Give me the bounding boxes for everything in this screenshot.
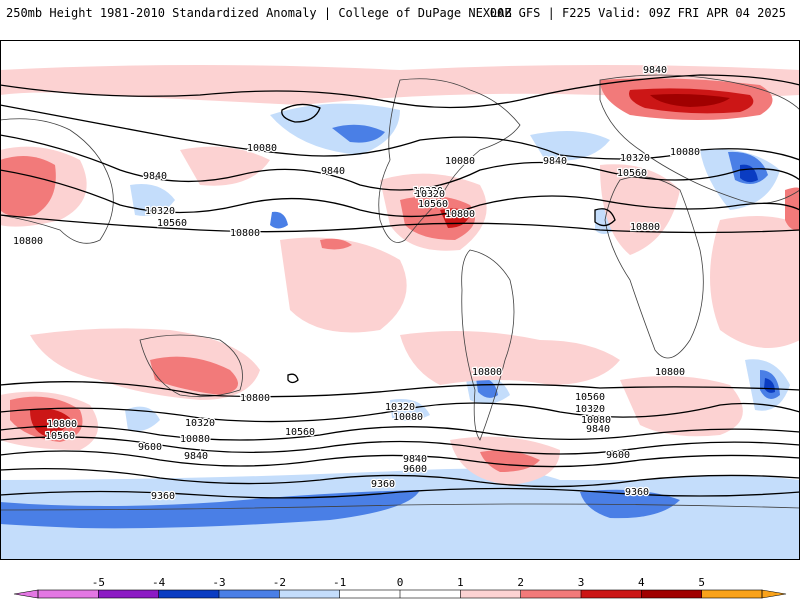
legend-max-arrow xyxy=(761,589,787,599)
legend-tick-label: 5 xyxy=(698,576,705,589)
map-title: 250mb Height 1981-2010 Standardized Anom… xyxy=(6,6,512,20)
anomaly-legend: -5 -4 -3 -2 -1 0 1 2 3 4 5 xyxy=(13,576,787,599)
contour-label: 10080 xyxy=(670,147,700,158)
legend-bin xyxy=(641,590,703,598)
contour-label: 9840 xyxy=(543,156,567,167)
contour-label: 10320 xyxy=(385,402,415,413)
contour-label: 10800 xyxy=(655,367,685,378)
contour-label: 9600 xyxy=(138,442,162,453)
contour-label: 10080 xyxy=(445,156,475,167)
legend-bin xyxy=(460,590,522,598)
contour-label: 9840 xyxy=(643,65,667,76)
negative-anomaly-moderate xyxy=(0,124,780,529)
contour-label: 10320 xyxy=(620,153,650,164)
contour-label: 9600 xyxy=(138,442,162,453)
contour-label: 10320 xyxy=(575,404,605,415)
legend-bin xyxy=(158,590,220,598)
contour-label: 9840 xyxy=(143,171,167,182)
legend-ticks: -5 -4 -3 -2 -1 0 1 2 3 4 5 xyxy=(92,576,705,598)
contour-label: 10080 xyxy=(393,412,423,423)
contour-label: 9360 xyxy=(151,491,175,502)
contour-label: 10560 xyxy=(418,199,448,210)
contour-label: 10560 xyxy=(575,392,605,403)
contour-label: 10080 xyxy=(581,415,611,426)
contour-label: 10560 xyxy=(285,427,315,438)
contour-label: 10560 xyxy=(575,404,605,415)
contour-label: 9840 xyxy=(586,424,610,435)
legend-bin xyxy=(38,590,99,598)
contour-label: 10560 xyxy=(45,431,75,442)
contour-label: 10320 xyxy=(145,206,175,217)
legend-tick-label: 0 xyxy=(397,576,404,589)
legend-tick-label: -4 xyxy=(152,576,166,589)
model-valid-time: 00Z GFS | F225 Valid: 09Z FRI APR 04 202… xyxy=(489,6,786,20)
positive-anomaly-extreme xyxy=(650,94,730,107)
contour-label: 10800 xyxy=(630,222,660,233)
legend-tick-label: 2 xyxy=(517,576,524,589)
contour-label: 9840 xyxy=(321,166,345,177)
contour-label: 10800 xyxy=(230,228,260,239)
contour-label: 10800 xyxy=(472,367,502,378)
legend-tick-label: 4 xyxy=(638,576,645,589)
contour-label: 9840 xyxy=(403,454,427,465)
legend-tick-label: 1 xyxy=(457,576,464,589)
legend-tick-label: -1 xyxy=(333,576,346,589)
legend-bin xyxy=(400,590,461,598)
contour-label: 10320 xyxy=(415,189,445,200)
contour-labels: 9840 10080 10320 10560 10800 9840 10320 … xyxy=(12,64,702,504)
contour-label: 10800 xyxy=(240,393,270,404)
legend-bin xyxy=(98,590,160,598)
contour-label: 10560 xyxy=(617,168,647,179)
contour-label: 10560 xyxy=(575,392,605,403)
contour-label: 9840 xyxy=(184,451,208,462)
legend-bin xyxy=(279,590,341,598)
contour-label: 9360 xyxy=(371,479,395,490)
coastlines xyxy=(0,74,800,511)
contour-label: 9600 xyxy=(606,450,630,461)
height-contours xyxy=(0,74,800,499)
contour-label: 10800 xyxy=(445,209,475,220)
legend-bin xyxy=(219,590,280,598)
contour-label: 10800 xyxy=(472,367,502,378)
legend-tick-label: -3 xyxy=(212,576,225,589)
legend-bin xyxy=(581,590,642,598)
contour-label: 10800 xyxy=(13,236,43,247)
contour-label: 9360 xyxy=(625,487,649,498)
contour-label: 10800 xyxy=(655,367,685,378)
legend-bin xyxy=(520,590,582,598)
contour-label: 10800 xyxy=(47,419,77,430)
contour-label: 10320 xyxy=(185,418,215,429)
legend-tick-label: -5 xyxy=(92,576,105,589)
anomaly-map: 9840 10080 10320 10560 10800 9840 10320 … xyxy=(0,40,800,560)
contour-label: 10560 xyxy=(157,218,187,229)
legend-min-arrow xyxy=(13,589,39,599)
contour-label: 10320 xyxy=(413,186,443,197)
legend-bin xyxy=(701,590,763,598)
legend-tick-label: -2 xyxy=(273,576,286,589)
legend-bin xyxy=(339,590,401,598)
contour-label: 10080 xyxy=(247,143,277,154)
contour-label: 10080 xyxy=(180,434,210,445)
contour-label: 9600 xyxy=(403,464,427,475)
legend-tick-label: 3 xyxy=(578,576,585,589)
